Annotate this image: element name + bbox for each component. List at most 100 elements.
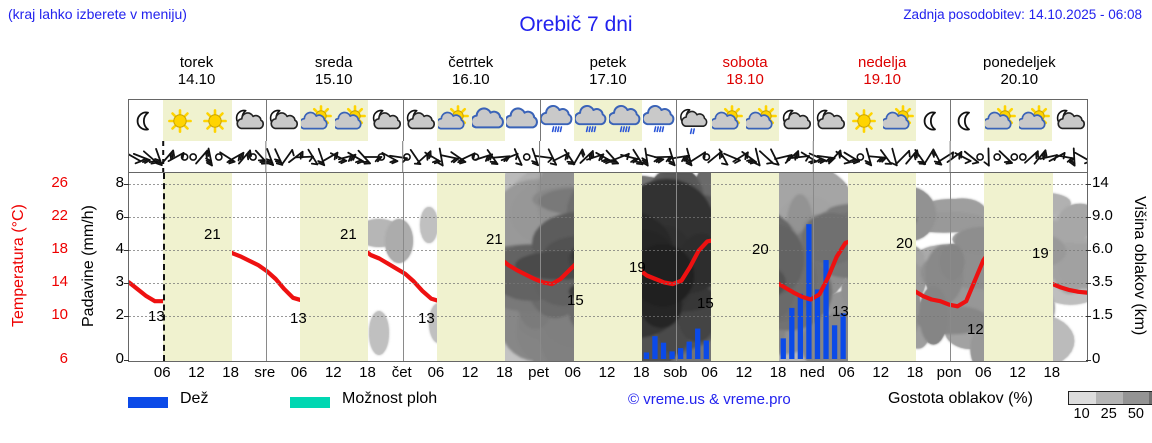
precipitation-bar: [686, 341, 692, 359]
weather-icon-moon-cloud: [232, 100, 266, 141]
precipitation-tick: 4: [115, 240, 124, 258]
weather-icon-cloud-rain: [539, 100, 573, 141]
day-header-nedelja: nedelja 19.10: [814, 52, 951, 97]
wind-barb: [667, 147, 676, 167]
precipitation-bar: [780, 338, 786, 359]
weather-icon-moon-cloud: [1052, 100, 1086, 141]
x-tick-label: 12: [461, 364, 479, 381]
weather-icon-cloud: [471, 100, 506, 141]
weather-icon-sun-cloud: [1018, 100, 1053, 141]
wind-barb: [741, 150, 757, 165]
showers-legend-label: Možnost ploh: [342, 390, 438, 407]
weather-icon-moon-cloud: [266, 100, 300, 141]
wind-barb: [1074, 151, 1087, 165]
wind-barb: [154, 147, 163, 167]
gridline: [129, 184, 1087, 185]
tick-mark: [124, 282, 129, 284]
wind-barb: [835, 150, 851, 165]
x-tick-label: pet: [528, 364, 549, 381]
copyright-link[interactable]: © vreme.us & vreme.pro: [628, 391, 791, 408]
tick-mark: [1086, 184, 1091, 186]
wind-barb: [976, 153, 984, 161]
x-tick-label: 18: [906, 364, 924, 381]
day-header-ponedeljek: ponedeljek 20.10: [951, 52, 1088, 97]
day-header-petek: petek 17.10: [539, 52, 676, 97]
wind-barb: [227, 151, 245, 163]
daylight-stripe: [847, 173, 916, 361]
day-header-sreda: sreda 15.10: [265, 52, 402, 97]
tick-mark: [124, 315, 129, 317]
precipitation-bar: [677, 348, 684, 359]
wind-barb: [377, 153, 386, 161]
wind-barb: [879, 149, 893, 165]
day-separator: [676, 173, 678, 361]
wind-barb: [403, 153, 411, 161]
precipitation-bar: [643, 352, 650, 359]
tick-mark: [1086, 315, 1091, 317]
wind-barb: [274, 148, 284, 166]
wind-barb: [923, 148, 937, 166]
weather-icon-sun-cloud: [436, 100, 472, 141]
temperature-extreme-label: 15: [567, 292, 584, 309]
weather-icon-moon-cloud: [813, 100, 847, 141]
x-axis-labels: 06 12 18 sre 06 12 18 čet 06 12 18 pet 06 12 18 sob 06 12…: [128, 364, 1088, 386]
weather-icon-row: [129, 100, 1087, 141]
wind-barb: [1069, 147, 1076, 167]
wind-barb: [531, 147, 539, 167]
tick-mark: [1086, 360, 1091, 362]
temperature-extreme-label: 13: [290, 310, 307, 327]
wind-barb: [294, 155, 314, 163]
weather-icon-moon-cloud-rain: [676, 100, 710, 141]
cloud-density-label: Gostota oblakov (%): [888, 390, 1033, 407]
x-tick-label: sob: [663, 364, 688, 381]
cloud-density-step: [1149, 392, 1152, 404]
cloud-height-axis-title: Višina oblakov (km): [1131, 196, 1148, 336]
wind-barb: [249, 153, 257, 161]
day-separator: [676, 100, 678, 141]
wind-barb: [954, 152, 972, 165]
wind-barb: [547, 148, 558, 166]
weather-icon-sun-cloud: [881, 100, 916, 141]
last-update: Zadnja posodobitev: 14.10.2025 - 06:08: [903, 7, 1142, 22]
precipitation-axis-title: Padavine (mm/h): [80, 205, 97, 327]
showers-swatch: [290, 397, 330, 408]
wind-barb: [993, 153, 1002, 161]
precipitation-bar: [814, 289, 821, 359]
wind-barb: [450, 151, 467, 165]
precipitation-bar: [831, 325, 838, 359]
tick-mark: [1086, 217, 1091, 219]
weather-icon-sun-cloud: [744, 100, 779, 141]
day-separator: [539, 173, 541, 361]
temperature-extreme-label: 21: [340, 226, 357, 243]
tick-mark: [124, 360, 129, 362]
current-time-marker: [163, 173, 166, 361]
wind-barb: [963, 150, 980, 165]
day-name: sreda: [314, 54, 353, 71]
precipitation-bar: [797, 293, 804, 359]
wind-barb: [856, 153, 865, 161]
wind-barb: [620, 153, 639, 164]
weather-icon-cloud-rain: [642, 100, 676, 141]
wind-barb: [702, 153, 711, 161]
cloud-density-step: [1095, 392, 1123, 404]
x-tick-label: 18: [769, 364, 787, 381]
cloud-density-tick: 10: [1073, 406, 1090, 422]
x-tick-label: 06: [975, 364, 992, 381]
day-name: sobota: [722, 54, 768, 71]
tick-mark: [124, 184, 129, 186]
precipitation-bar: [669, 351, 675, 359]
wind-barb: [707, 150, 723, 164]
temperature-tick: 6: [59, 350, 68, 368]
daylight-stripe: [573, 173, 643, 361]
wind-barb: [381, 151, 399, 165]
wind-barb: [205, 147, 213, 167]
day-date: 17.10: [589, 70, 627, 88]
tick-mark: [1086, 282, 1091, 284]
wind-barb: [214, 153, 223, 161]
x-tick-label: 06: [290, 364, 308, 381]
temperature-tick: 10: [51, 305, 68, 323]
daylight-stripe: [163, 173, 232, 361]
temperature-extreme-label: 13: [418, 310, 435, 327]
weather-icon-cloud: [505, 100, 539, 141]
weather-icon-sun: [847, 100, 882, 141]
